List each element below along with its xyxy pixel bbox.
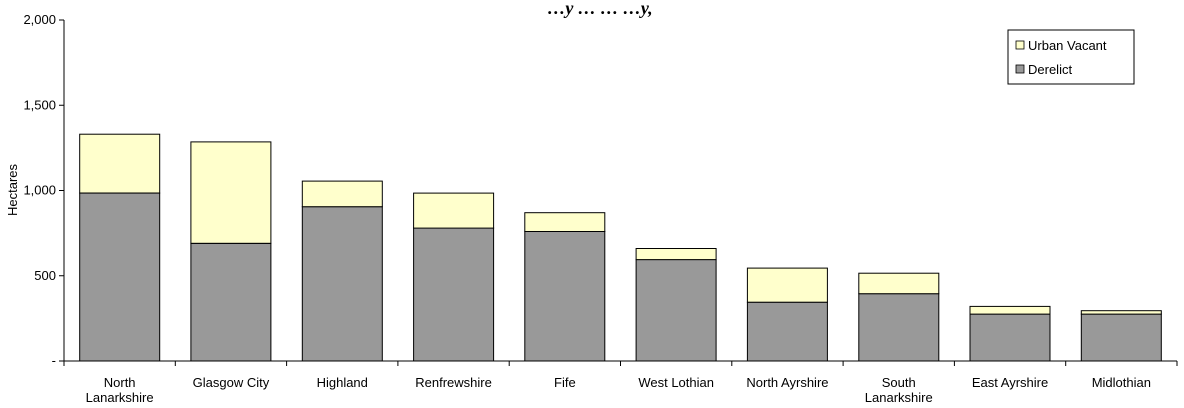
legend-swatch-urban-vacant [1015,40,1025,50]
bar-urban-vacant-east-ayrshire [969,305,1051,315]
bar-derelict-north-lanarkshire [79,192,161,362]
x-tick-label: Glasgow City [193,375,270,390]
legend-swatch-derelict [1015,64,1025,74]
bar-derelict-fife [524,230,606,362]
x-tick-label: Renfrewshire [415,375,492,390]
x-tick-label: North Ayrshire [746,375,828,390]
x-tick-label: East Ayrshire [972,375,1048,390]
plot-area [79,133,1162,362]
bar-derelict-west-lothian [635,259,717,362]
y-tick-label: 2,000 [23,12,56,27]
x-tick-label: North Lanarkshire [86,375,154,405]
x-tick-label: South Lanarkshire [865,375,933,405]
legend-label-urban-vacant: Urban Vacant [1028,38,1107,53]
bar-derelict-south-lanarkshire [858,293,940,362]
x-tick-label: Fife [554,375,576,390]
bar-derelict-midlothian [1080,313,1162,362]
bar-derelict-glasgow-city [190,242,272,362]
legend-box [1007,29,1135,85]
chart-title: …y … … …y, [547,0,652,18]
bar-derelict-east-ayrshire [969,313,1051,362]
bar-urban-vacant-fife [524,212,606,232]
y-tick-label: 500 [34,268,56,283]
y-tick-label: 1,500 [23,97,56,112]
bar-urban-vacant-glasgow-city [190,141,272,244]
bar-urban-vacant-renfrewshire [413,192,495,229]
x-tick-label: Highland [317,375,368,390]
legend: Urban Vacant Derelict [1007,29,1135,85]
bar-urban-vacant-west-lothian [635,248,717,261]
x-tick-label: West Lothian [638,375,714,390]
bar-urban-vacant-south-lanarkshire [858,272,940,295]
x-axis: North Lanarkshire Glasgow City Highland Renf… [63,360,1178,405]
bar-urban-vacant-north-ayrshire [746,267,828,303]
bar-derelict-renfrewshire [413,227,495,362]
bar-urban-vacant-highland [301,180,383,208]
y-tick-label: - [52,353,56,368]
bar-urban-vacant-midlothian [1080,310,1162,315]
x-tick-label: Midlothian [1092,375,1151,390]
y-axis-label: Hectares [5,163,20,216]
bar-derelict-highland [301,206,383,362]
bar-urban-vacant-north-lanarkshire [79,133,161,194]
y-tick-label: 1,000 [23,183,56,198]
y-axis: - 500 1,000 1,500 2,000 [23,12,65,368]
legend-label-derelict: Derelict [1028,62,1072,77]
bar-derelict-north-ayrshire [746,301,828,362]
